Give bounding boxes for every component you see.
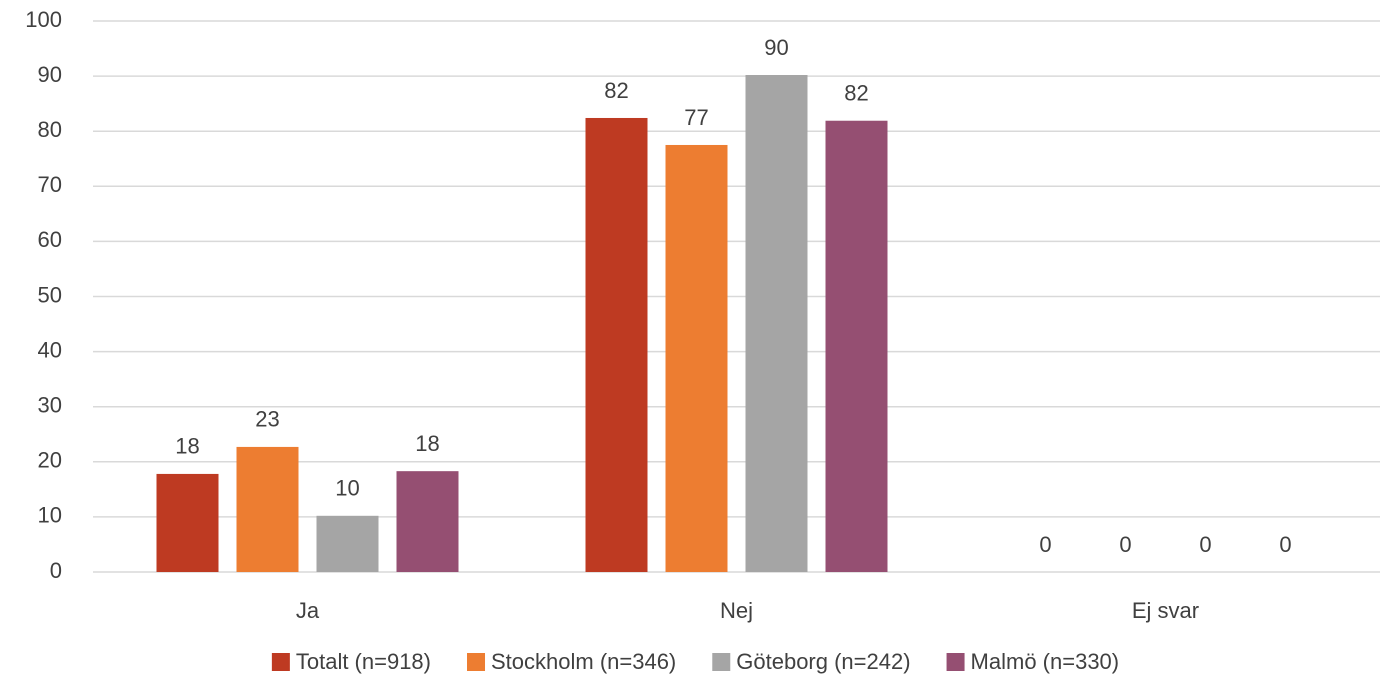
bar: [156, 473, 219, 572]
legend-swatch: [946, 653, 965, 671]
bar: [236, 446, 299, 572]
value-label: 0: [1039, 532, 1051, 557]
legend-label: Malmö (n=330): [971, 649, 1120, 674]
value-label: 23: [255, 407, 279, 432]
x-tick-label: Nej: [720, 598, 753, 623]
y-tick-label: 80: [38, 117, 62, 142]
value-label: 18: [415, 431, 439, 456]
bar: [745, 74, 808, 573]
legend-swatch: [467, 653, 486, 671]
y-tick-label: 90: [38, 62, 62, 87]
bar: [825, 120, 888, 572]
value-label: 0: [1279, 532, 1291, 557]
bar: [396, 471, 459, 572]
y-tick-label: 100: [25, 7, 62, 32]
legend-label: Göteborg (n=242): [736, 649, 910, 674]
legend-swatch: [271, 653, 290, 671]
y-tick-label: 40: [38, 337, 62, 362]
x-tick-label: Ja: [296, 598, 320, 623]
legend-label: Stockholm (n=346): [491, 649, 676, 674]
value-label: 0: [1119, 532, 1131, 557]
y-tick-label: 70: [38, 172, 62, 197]
value-label: 82: [604, 78, 628, 103]
value-label: 18: [175, 434, 199, 459]
y-tick-label: 60: [38, 227, 62, 252]
value-label: 0: [1199, 532, 1211, 557]
value-label: 90: [764, 35, 788, 60]
legend-swatch: [712, 653, 731, 671]
bar: [665, 144, 728, 572]
y-tick-label: 20: [38, 448, 62, 473]
y-tick-label: 0: [50, 558, 62, 583]
legend-label: Totalt (n=918): [296, 649, 431, 674]
value-label: 77: [684, 105, 708, 130]
y-tick-label: 50: [38, 282, 62, 307]
bar: [585, 117, 648, 572]
value-label: 82: [844, 81, 868, 106]
y-tick-label: 30: [38, 393, 62, 418]
value-label: 10: [335, 476, 359, 501]
y-tick-label: 10: [38, 503, 62, 528]
bar: [316, 515, 379, 572]
x-tick-label: Ej svar: [1132, 598, 1199, 623]
